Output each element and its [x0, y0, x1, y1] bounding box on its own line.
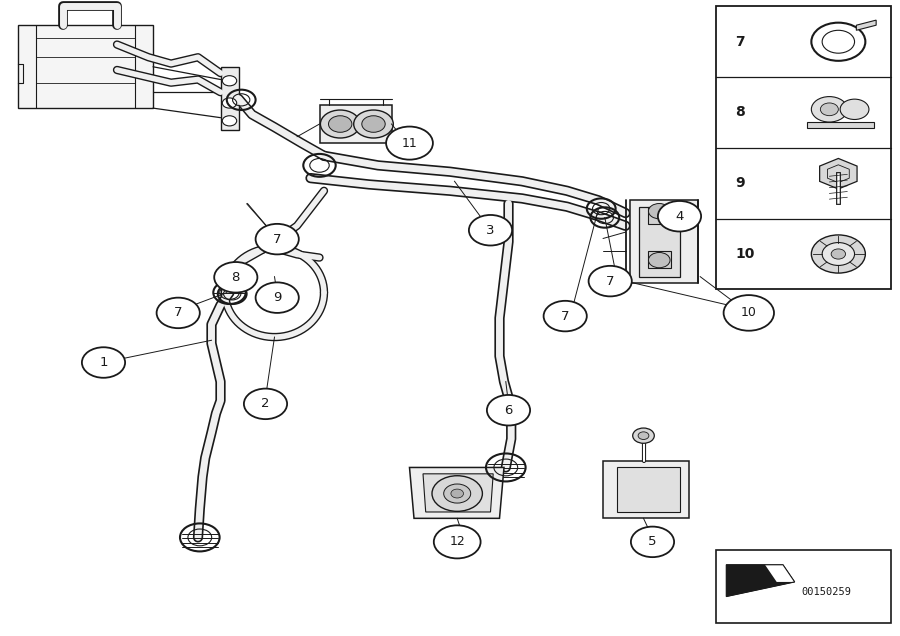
Polygon shape — [630, 200, 698, 283]
Polygon shape — [726, 565, 795, 597]
Circle shape — [821, 103, 839, 116]
Circle shape — [386, 127, 433, 160]
Text: 8: 8 — [735, 106, 745, 120]
Circle shape — [434, 525, 481, 558]
Polygon shape — [648, 251, 670, 268]
Text: 6: 6 — [504, 404, 513, 417]
Text: 7: 7 — [174, 307, 183, 319]
Circle shape — [157, 298, 200, 328]
Circle shape — [432, 476, 482, 511]
Circle shape — [631, 527, 674, 557]
Circle shape — [222, 98, 237, 108]
Text: 7: 7 — [273, 233, 282, 245]
Text: 7: 7 — [735, 35, 745, 49]
Circle shape — [544, 301, 587, 331]
Text: 1: 1 — [99, 356, 108, 369]
Circle shape — [823, 242, 855, 265]
Circle shape — [256, 282, 299, 313]
Polygon shape — [616, 467, 680, 512]
Circle shape — [724, 295, 774, 331]
Circle shape — [469, 215, 512, 245]
Circle shape — [444, 484, 471, 503]
Polygon shape — [765, 565, 795, 582]
FancyBboxPatch shape — [716, 6, 891, 289]
Polygon shape — [320, 105, 392, 143]
Circle shape — [841, 99, 868, 120]
Circle shape — [214, 262, 257, 293]
Text: 2: 2 — [261, 398, 270, 410]
FancyBboxPatch shape — [716, 550, 891, 623]
Text: 10: 10 — [735, 247, 755, 261]
Circle shape — [487, 395, 530, 425]
Circle shape — [638, 432, 649, 439]
Circle shape — [589, 266, 632, 296]
Circle shape — [362, 116, 385, 132]
Text: 4: 4 — [675, 210, 684, 223]
Circle shape — [222, 116, 237, 126]
Polygon shape — [807, 122, 875, 128]
Circle shape — [648, 252, 670, 268]
Circle shape — [244, 389, 287, 419]
Circle shape — [832, 249, 846, 259]
Circle shape — [812, 235, 866, 273]
Polygon shape — [410, 467, 504, 518]
Polygon shape — [220, 67, 238, 130]
Text: 7: 7 — [561, 310, 570, 322]
Polygon shape — [18, 25, 153, 108]
Circle shape — [354, 110, 393, 138]
Circle shape — [82, 347, 125, 378]
Text: 9: 9 — [273, 291, 282, 304]
Polygon shape — [857, 20, 876, 31]
Polygon shape — [648, 207, 670, 224]
Circle shape — [256, 224, 299, 254]
Circle shape — [812, 97, 848, 122]
Polygon shape — [639, 207, 680, 277]
Polygon shape — [820, 158, 857, 189]
Circle shape — [328, 116, 352, 132]
Circle shape — [451, 489, 464, 498]
Text: 5: 5 — [648, 536, 657, 548]
Polygon shape — [603, 461, 688, 518]
Text: 9: 9 — [735, 176, 745, 190]
Circle shape — [320, 110, 360, 138]
Circle shape — [648, 204, 670, 219]
Polygon shape — [423, 474, 493, 512]
Text: 11: 11 — [401, 137, 418, 149]
Text: 00150259: 00150259 — [801, 586, 851, 597]
Text: 8: 8 — [231, 271, 240, 284]
Text: 12: 12 — [449, 536, 465, 548]
Text: 7: 7 — [606, 275, 615, 287]
Circle shape — [633, 428, 654, 443]
Text: 3: 3 — [486, 224, 495, 237]
Circle shape — [658, 201, 701, 232]
Circle shape — [222, 76, 237, 86]
Text: 10: 10 — [741, 307, 757, 319]
